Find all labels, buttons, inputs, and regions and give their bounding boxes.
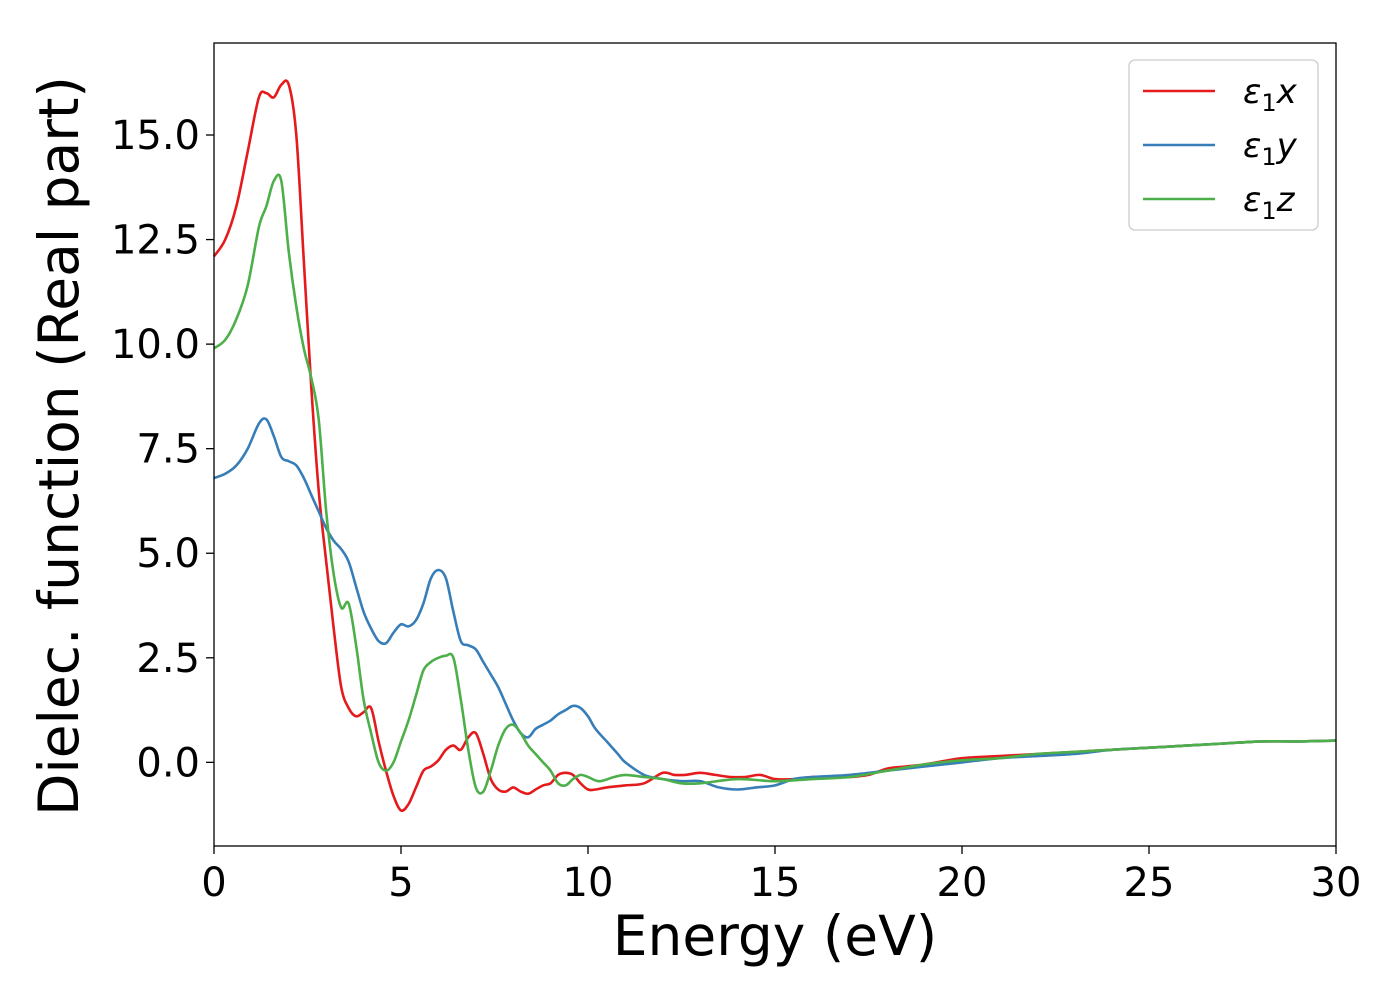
legend-label-z: ε1z — [1243, 180, 1296, 225]
y-tick-label: 7.5 — [136, 427, 200, 473]
x-tick-label: 0 — [201, 860, 226, 906]
y-tick-label: 2.5 — [136, 636, 200, 682]
x-axis: 0 5 10 15 20 25 30 — [201, 846, 1361, 906]
y-axis: 0.0 2.5 5.0 7.5 10.0 12.5 15.0 — [111, 113, 214, 786]
plot-lines — [212, 79, 1337, 813]
x-tick-label: 25 — [1124, 860, 1175, 906]
x-tick-label: 20 — [937, 860, 988, 906]
y-tick-label: 15.0 — [111, 113, 200, 159]
y-axis-title: Dielec. function (Real part) — [27, 76, 91, 816]
y-tick-label: 12.5 — [111, 218, 200, 264]
x-tick-label: 30 — [1311, 860, 1362, 906]
series-line-y — [213, 417, 1337, 791]
legend: ε1x ε1y ε1z — [1128, 59, 1319, 231]
x-axis-title: Energy (eV) — [613, 904, 937, 968]
x-tick-label: 10 — [563, 860, 614, 906]
legend-frame — [1128, 59, 1319, 231]
legend-label-x: ε1x — [1243, 72, 1298, 117]
y-tick-label: 10.0 — [111, 322, 200, 368]
legend-label-y: ε1y — [1243, 126, 1298, 171]
x-tick-label: 5 — [388, 860, 413, 906]
series-line-z — [213, 173, 1337, 795]
x-tick-label: 15 — [750, 860, 801, 906]
y-tick-label: 0.0 — [136, 740, 200, 786]
y-tick-label: 5.0 — [136, 531, 200, 577]
